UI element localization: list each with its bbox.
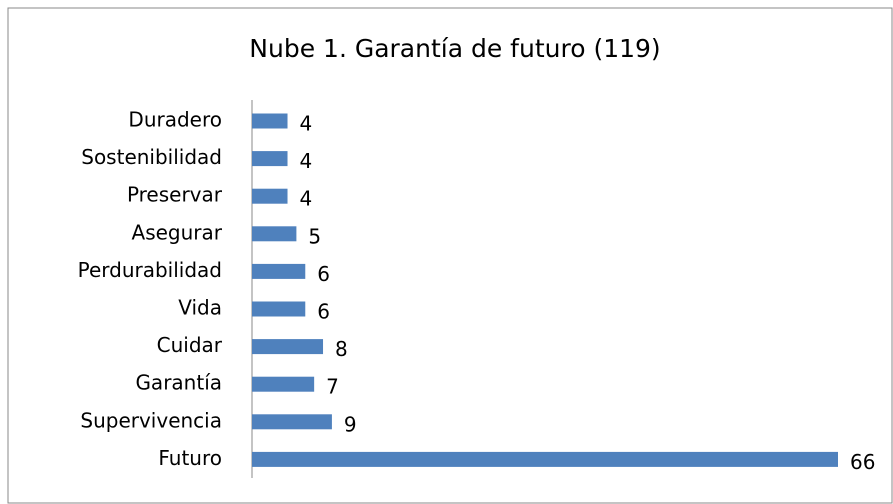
bar [252, 339, 324, 355]
data-label: 6 [317, 300, 330, 324]
bar [252, 188, 288, 204]
category-label: Cuidar [157, 333, 223, 357]
category-label: Perdurabilidad [78, 258, 222, 282]
chart-border [7, 7, 893, 504]
category-label: Sostenibilidad [81, 145, 222, 169]
bar [252, 376, 315, 392]
bar [252, 263, 306, 279]
data-label: 6 [317, 262, 330, 286]
category-label: Garantía [135, 371, 222, 395]
chart-title: Nube 1. Garantía de futuro (119) [249, 34, 660, 63]
category-label: Supervivencia [80, 408, 222, 432]
category-label: Asegurar [132, 220, 223, 244]
bar [252, 451, 838, 467]
bar [252, 151, 288, 167]
data-label: 4 [300, 187, 313, 211]
category-label: Futuro [158, 446, 222, 470]
data-label: 4 [300, 112, 313, 136]
data-label: 66 [850, 450, 875, 474]
category-label: Duradero [128, 108, 222, 132]
category-label: Vida [178, 296, 222, 320]
data-label: 4 [300, 149, 313, 173]
bar [252, 226, 297, 242]
category-label: Preservar [127, 183, 223, 207]
bar [252, 414, 332, 430]
bar [252, 301, 306, 317]
data-label: 8 [335, 337, 348, 361]
bar [252, 113, 288, 129]
data-label: 5 [308, 224, 321, 248]
data-label: 9 [344, 412, 357, 436]
data-label: 7 [326, 375, 339, 399]
